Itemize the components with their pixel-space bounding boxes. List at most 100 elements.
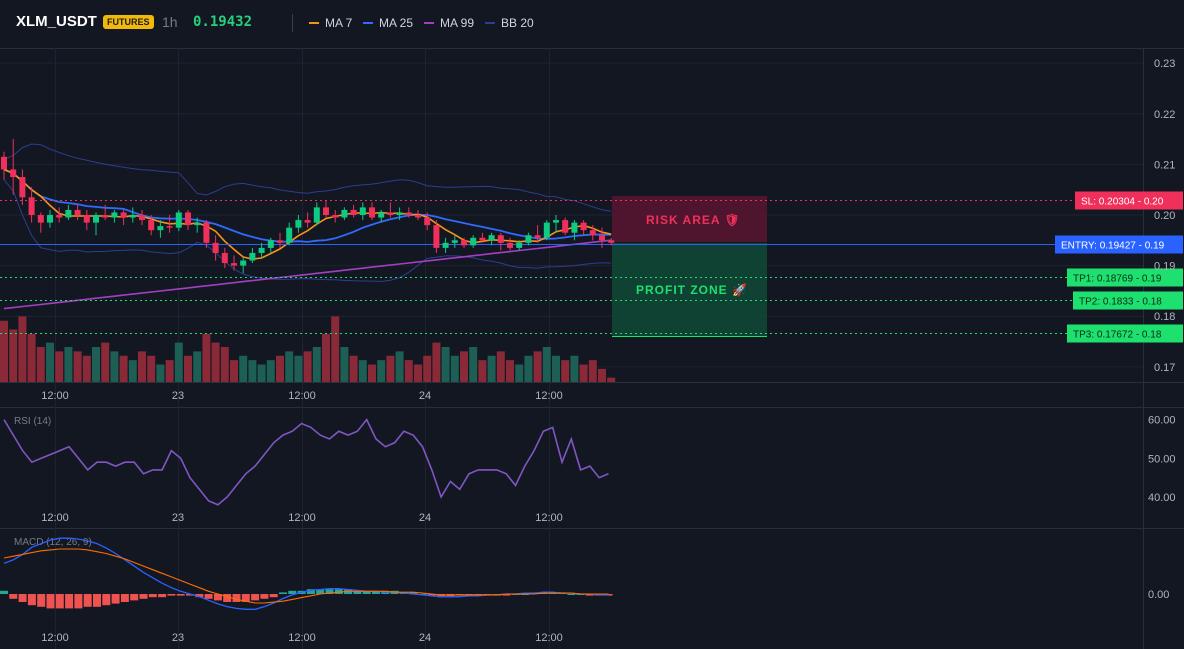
time-tick-label: 12:00 <box>288 512 316 524</box>
macd-hist-bar <box>260 594 269 599</box>
candle-body <box>479 237 486 241</box>
candle-body <box>470 237 477 246</box>
candle-body <box>148 220 155 231</box>
entry-label: ENTRY: 0.19427 - 0.19 <box>1061 241 1165 252</box>
candle-body <box>415 215 421 218</box>
time-tick-label: 12:00 <box>288 632 316 644</box>
legend-ma7[interactable]: MA 7 <box>309 16 352 30</box>
volume-bar <box>423 355 432 382</box>
candle-body <box>194 222 201 226</box>
rsi-line <box>3 418 609 506</box>
candle-body <box>240 260 247 266</box>
rsi-tick-label: 40.00 <box>1148 492 1176 504</box>
macd-hist-bar <box>585 594 594 596</box>
macd-hist-bar <box>27 594 36 606</box>
symbol-name[interactable]: XLM_USDT <box>16 13 97 30</box>
volume-bar <box>276 355 284 382</box>
last-price: 0.19432 <box>193 14 253 30</box>
risk-area-box <box>612 196 767 242</box>
tp3-label-bg <box>1067 324 1183 343</box>
volume-bar <box>377 360 386 382</box>
candle-body <box>185 212 191 226</box>
legend-ma25-label: MA 25 <box>379 16 414 30</box>
macd-hist-bar <box>130 594 139 601</box>
candle-body <box>56 215 63 218</box>
volume-bars <box>0 316 616 382</box>
candle-body <box>47 215 53 223</box>
time-tick-label: 12:00 <box>535 512 563 524</box>
price-tick-label: 0.19 <box>1154 261 1175 273</box>
candle-body <box>277 240 283 243</box>
candle-body <box>74 209 81 215</box>
signal-line <box>3 548 609 604</box>
volume-bar <box>368 364 376 382</box>
trade-zones: RISK AREA 🛡 PROFIT ZONE 🚀 <box>612 196 767 337</box>
level-lines: SL: 0.20304 - 0.20 ENTRY: 0.19427 - 0.19 T… <box>0 191 1183 343</box>
tp3-label: TP3: 0.17672 - 0.18 <box>1073 330 1162 341</box>
time-tick-label: 24 <box>419 512 431 524</box>
legend-bb20-label: BB 20 <box>501 16 534 30</box>
volume-bar <box>73 351 82 382</box>
candle-body <box>249 252 256 261</box>
time-tick-label: 12:00 <box>535 632 563 644</box>
macd-tick-label: 0.00 <box>1148 589 1169 601</box>
candle-body <box>488 235 495 241</box>
macd-hist-bar <box>204 594 213 599</box>
rsi-panel: RSI (14) 60.00 50.00 40.00 <box>3 415 1176 506</box>
volume-bar <box>579 364 588 382</box>
price-tick-label: 0.22 <box>1154 109 1175 121</box>
legend-ma99-label: MA 99 <box>440 16 475 30</box>
volume-bar <box>119 355 128 382</box>
macd-hist-bar <box>316 589 325 594</box>
volume-bar <box>598 368 606 382</box>
volume-bar <box>496 351 505 382</box>
legend-ma25[interactable]: MA 25 <box>363 16 413 30</box>
macd-hist-bar <box>195 594 204 598</box>
volume-bar <box>294 355 303 382</box>
ma7-swatch <box>309 21 319 24</box>
candle-body <box>516 242 523 248</box>
macd-hist-bar <box>241 594 250 602</box>
candle-body <box>286 227 293 243</box>
legend-ma99[interactable]: MA 99 <box>424 16 474 30</box>
ma99-swatch <box>424 21 434 24</box>
volume-bar <box>138 351 146 382</box>
candle-body <box>599 235 605 241</box>
volume-bar <box>257 364 266 382</box>
candle-body <box>157 226 164 231</box>
ma25-swatch <box>363 21 373 24</box>
volume-bar <box>9 329 18 382</box>
candle-body <box>580 222 587 231</box>
volume-bar <box>128 360 137 382</box>
macd-hist-bar <box>446 594 455 598</box>
macd-hist-bar <box>65 594 74 609</box>
risk-area-label: RISK AREA 🛡 <box>646 213 741 227</box>
price-tick-label: 0.17 <box>1154 362 1175 374</box>
candle-body <box>433 225 440 248</box>
legend-bb20[interactable]: BB 20 <box>485 16 534 30</box>
macd-hist-bar <box>102 594 111 606</box>
volume-bar <box>349 355 358 382</box>
candle-body <box>608 240 615 243</box>
futures-badge: FUTURES <box>103 15 154 29</box>
volume-bar <box>202 333 211 382</box>
time-tick-label: 12:00 <box>41 632 69 644</box>
timeframe-label[interactable]: 1h <box>162 14 178 30</box>
volume-bar <box>478 360 487 382</box>
macd-hist-bar <box>120 594 129 602</box>
header-divider <box>292 14 293 32</box>
price-tick-label: 0.18 <box>1154 311 1175 323</box>
bb-lower <box>3 179 612 282</box>
candle-body <box>295 220 302 228</box>
macd-hist-bar <box>18 594 27 602</box>
candle-body <box>562 220 569 233</box>
candle-body <box>323 207 329 215</box>
tp2-label: TP2: 0.1833 - 0.18 <box>1079 297 1162 308</box>
candle-body <box>589 230 596 236</box>
macd-hist-bar <box>288 590 297 594</box>
time-tick-label: 23 <box>172 390 184 402</box>
volume-bar <box>184 355 192 382</box>
ma99-line <box>3 239 612 310</box>
candle-body <box>571 222 578 233</box>
